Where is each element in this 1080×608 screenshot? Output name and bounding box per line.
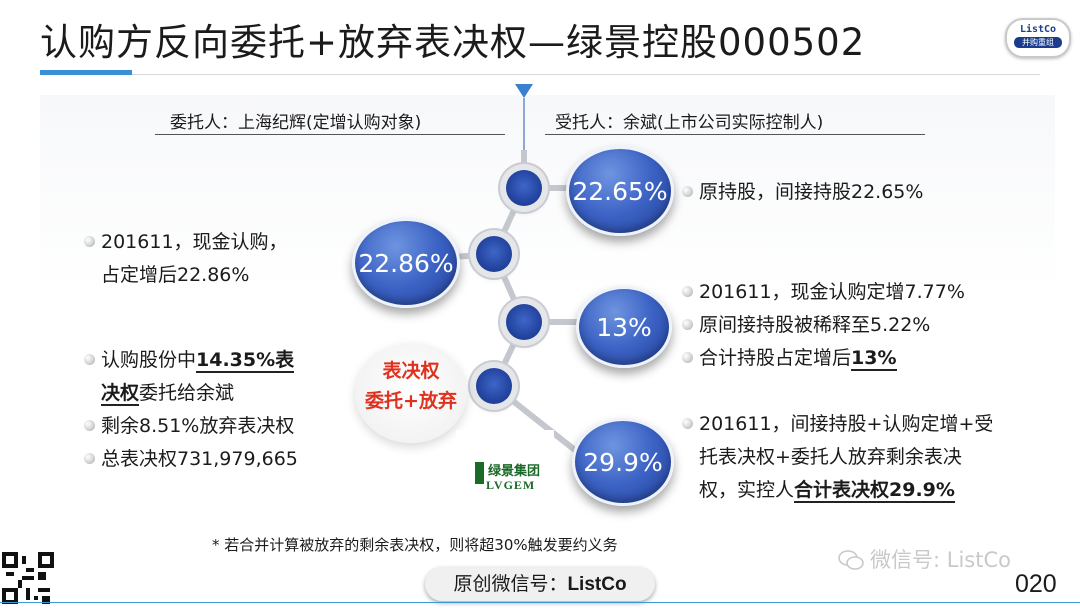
bullet-icon — [682, 319, 693, 330]
trustor-header-line — [155, 134, 505, 135]
logo-tagline: 并购重组 — [1014, 37, 1062, 48]
left-item-delegation: 认购股份中14.35%表 决权委托给余斌 剩余8.51%放弃表决权 总表决权73… — [84, 344, 298, 476]
timeline-node — [476, 236, 512, 272]
right-item-original: 原持股，间接持股22.65% — [682, 176, 923, 209]
qr-code-icon — [2, 552, 54, 604]
title-accent-bar — [40, 70, 132, 75]
trustee-header-line — [545, 134, 925, 135]
center-label-line2: 委托+放弃 — [365, 390, 457, 412]
listco-logo: ListCo 并购重组 — [1005, 18, 1071, 58]
pct-circle-subscription: 22.86% — [352, 218, 460, 308]
down-arrow-icon — [515, 84, 533, 98]
right-item-voting: 201611，间接持股+认购定增+受 托表决权+委托人放弃剩余表决 权，实控人合… — [682, 408, 993, 507]
pct-circle-original: 22.65% — [566, 146, 674, 236]
center-label-line1: 表决权 — [382, 360, 440, 382]
wechat-icon — [838, 550, 864, 570]
lvgem-en-name: LVGEM — [486, 478, 536, 492]
title-divider — [40, 74, 1040, 75]
logo-wordmark: ListCo — [1019, 24, 1057, 35]
right-item-combined: 201611，现金认购定增7.77% 原间接持股被稀释至5.22% 合计持股占定… — [682, 276, 965, 375]
watermark-text: 微信号: ListCo — [870, 548, 1011, 572]
wechat-id-label: 原创微信号： — [453, 573, 568, 595]
bullet-icon — [682, 186, 693, 197]
timeline-node — [506, 170, 542, 206]
trustee-header: 受托人：余斌(上市公司实际控制人) — [555, 113, 824, 133]
bullet-icon — [84, 354, 95, 365]
lvgem-mark-icon — [475, 462, 484, 484]
bottom-divider — [0, 602, 1080, 603]
pct-circle-voting: 29.9% — [572, 418, 674, 506]
footnote: * 若合并计算被放弃的剩余表决权，则将超30%触发要约义务 — [212, 536, 618, 554]
bullet-icon — [682, 352, 693, 363]
bullet-icon — [682, 418, 693, 429]
trustor-header: 委托人：上海纪辉(定增认购对象) — [170, 113, 422, 133]
bullet-icon — [682, 286, 693, 297]
bullet-icon — [84, 236, 95, 247]
page-title: 认购方反向委托+放弃表决权—绿景控股000502 — [40, 21, 866, 64]
bullet-icon — [84, 453, 95, 464]
timeline-node — [476, 368, 512, 404]
wechat-id-pill: 原创微信号：ListCo — [425, 567, 655, 601]
lvgem-cn-name: 绿景集团 — [488, 464, 541, 479]
pct-circle-combined: 13% — [576, 286, 672, 368]
wechat-watermark: 微信号: ListCo — [838, 544, 1011, 574]
wechat-id-value: ListCo — [567, 574, 627, 595]
center-bubble — [355, 343, 467, 443]
timeline-node — [506, 304, 542, 340]
left-item-subscription: 201611，现金认购， 占定增后22.86% — [84, 226, 288, 292]
bullet-icon — [84, 420, 95, 431]
page-number: 020 — [1015, 570, 1057, 598]
lvgem-logo: 绿景集团 LVGEM — [456, 430, 554, 540]
